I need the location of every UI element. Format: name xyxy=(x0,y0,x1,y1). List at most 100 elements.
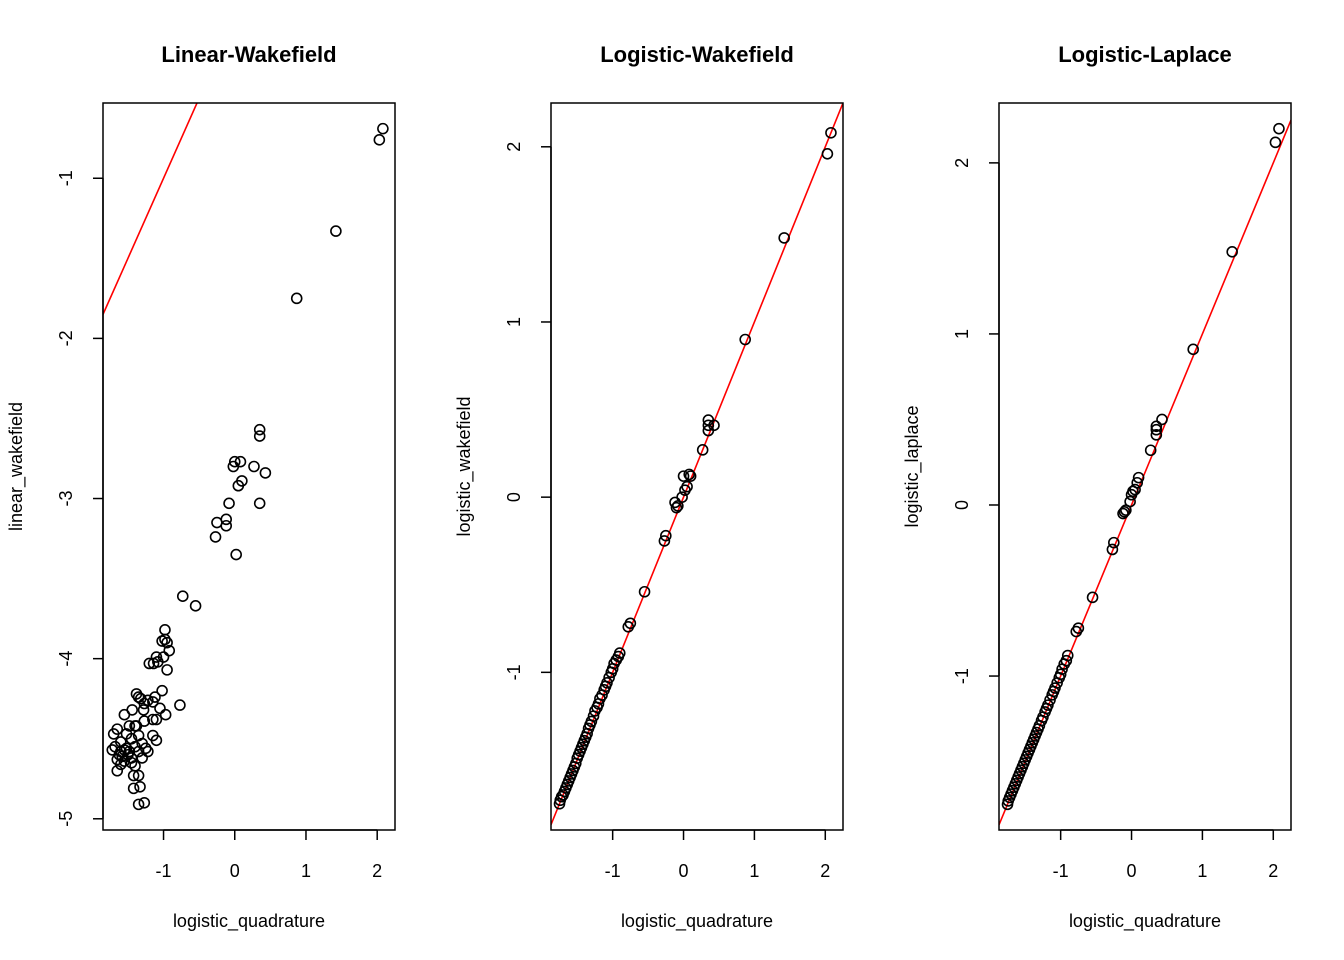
data-point xyxy=(253,430,266,442)
data-point xyxy=(142,745,154,758)
x-tick-label: 2 xyxy=(820,861,830,881)
data-point xyxy=(161,664,173,676)
data-point xyxy=(1187,343,1199,356)
data-point xyxy=(176,590,189,603)
data-point xyxy=(118,755,131,767)
data-point xyxy=(669,496,681,509)
data-point xyxy=(1001,798,1014,811)
y-tick-label: 0 xyxy=(504,492,524,502)
data-point xyxy=(373,134,386,146)
x-tick-label: -1 xyxy=(605,861,621,881)
x-tick-label: 2 xyxy=(372,861,382,881)
data-point xyxy=(154,702,166,715)
data-point xyxy=(1129,483,1141,496)
data-point xyxy=(248,460,260,473)
x-tick-label: -1 xyxy=(156,861,172,881)
panel-logistic-wakefield: Logistic-Wakefield logistic_quadrature l… xyxy=(454,42,844,932)
data-point xyxy=(1156,413,1168,426)
data-point xyxy=(156,684,168,697)
y-axis-label: linear_wakefield xyxy=(6,402,27,531)
data-point xyxy=(209,531,222,543)
y-tick-label: 2 xyxy=(504,142,524,152)
x-tick-label: 1 xyxy=(301,861,311,881)
y-tick-label: -1 xyxy=(56,170,76,186)
data-point xyxy=(228,455,241,468)
data-point xyxy=(253,423,266,436)
data-point xyxy=(211,516,223,529)
data-point xyxy=(1150,420,1163,433)
y-tick-label: -3 xyxy=(56,491,76,507)
x-axis-label: logistic_quadrature xyxy=(1069,911,1221,932)
data-point xyxy=(1046,689,1058,701)
data-point xyxy=(232,479,245,492)
data-point xyxy=(132,691,145,703)
data-point xyxy=(132,798,145,811)
data-point xyxy=(1086,591,1099,604)
data-point xyxy=(137,704,150,716)
data-point xyxy=(159,708,172,721)
x-tick-label: 0 xyxy=(230,861,240,881)
data-point xyxy=(143,657,156,670)
data-point xyxy=(147,657,160,670)
data-point xyxy=(150,651,163,663)
data-point xyxy=(123,720,136,732)
data-point xyxy=(127,782,140,795)
data-point xyxy=(147,696,159,708)
x-tick-label: -1 xyxy=(1053,861,1069,881)
x-axis-label: logistic_quadrature xyxy=(173,911,325,932)
data-point xyxy=(1120,504,1132,516)
data-point xyxy=(253,497,266,510)
data-point xyxy=(638,585,651,598)
data-point xyxy=(132,769,145,782)
data-point xyxy=(150,713,163,726)
data-point xyxy=(115,758,127,771)
data-point xyxy=(1144,444,1157,457)
data-point xyxy=(672,500,684,512)
data-point xyxy=(553,797,566,810)
x-tick-label: 2 xyxy=(1268,861,1278,881)
panel-title: Logistic-Wakefield xyxy=(600,42,794,67)
y-tick-label: -1 xyxy=(504,664,524,680)
data-point xyxy=(163,644,176,657)
y-tick-label: 2 xyxy=(952,158,972,168)
data-point xyxy=(259,467,272,479)
panel-logistic-laplace: Logistic-Laplace logistic_quadrature log… xyxy=(902,42,1292,932)
data-point xyxy=(1106,543,1119,556)
y-tick-label: -4 xyxy=(56,651,76,667)
data-point xyxy=(330,225,342,237)
data-point xyxy=(696,444,709,456)
data-point xyxy=(739,333,751,346)
data-point xyxy=(134,780,146,793)
data-point xyxy=(127,769,140,782)
panel-linear-wakefield: Linear-Wakefield logistic_quadrature lin… xyxy=(6,42,396,932)
data-point xyxy=(589,705,601,717)
y-axis-label: logistic_laplace xyxy=(902,405,923,527)
panel-title: Linear-Wakefield xyxy=(161,42,336,67)
data-point xyxy=(684,470,697,482)
data-point xyxy=(660,529,672,542)
data-point xyxy=(683,468,696,481)
data-point xyxy=(227,460,240,473)
data-point xyxy=(825,126,837,139)
data-point xyxy=(107,728,120,740)
y-tick-label: 0 xyxy=(952,500,972,510)
data-point xyxy=(189,600,202,612)
data-point xyxy=(174,699,186,711)
x-tick-label: 0 xyxy=(679,861,689,881)
x-tick-label: 1 xyxy=(1197,861,1207,881)
data-point xyxy=(1053,671,1066,684)
data-point xyxy=(136,752,148,764)
data-point xyxy=(1150,423,1163,436)
data-point xyxy=(702,419,715,432)
data-point xyxy=(138,697,151,710)
reference-line xyxy=(103,103,198,315)
data-point xyxy=(1273,122,1285,135)
data-point xyxy=(821,148,834,160)
data-point xyxy=(1117,507,1129,520)
y-tick-label: -2 xyxy=(56,330,76,346)
data-point xyxy=(605,666,618,679)
data-point xyxy=(1058,658,1071,670)
data-point xyxy=(159,624,171,636)
data-point xyxy=(223,497,235,510)
